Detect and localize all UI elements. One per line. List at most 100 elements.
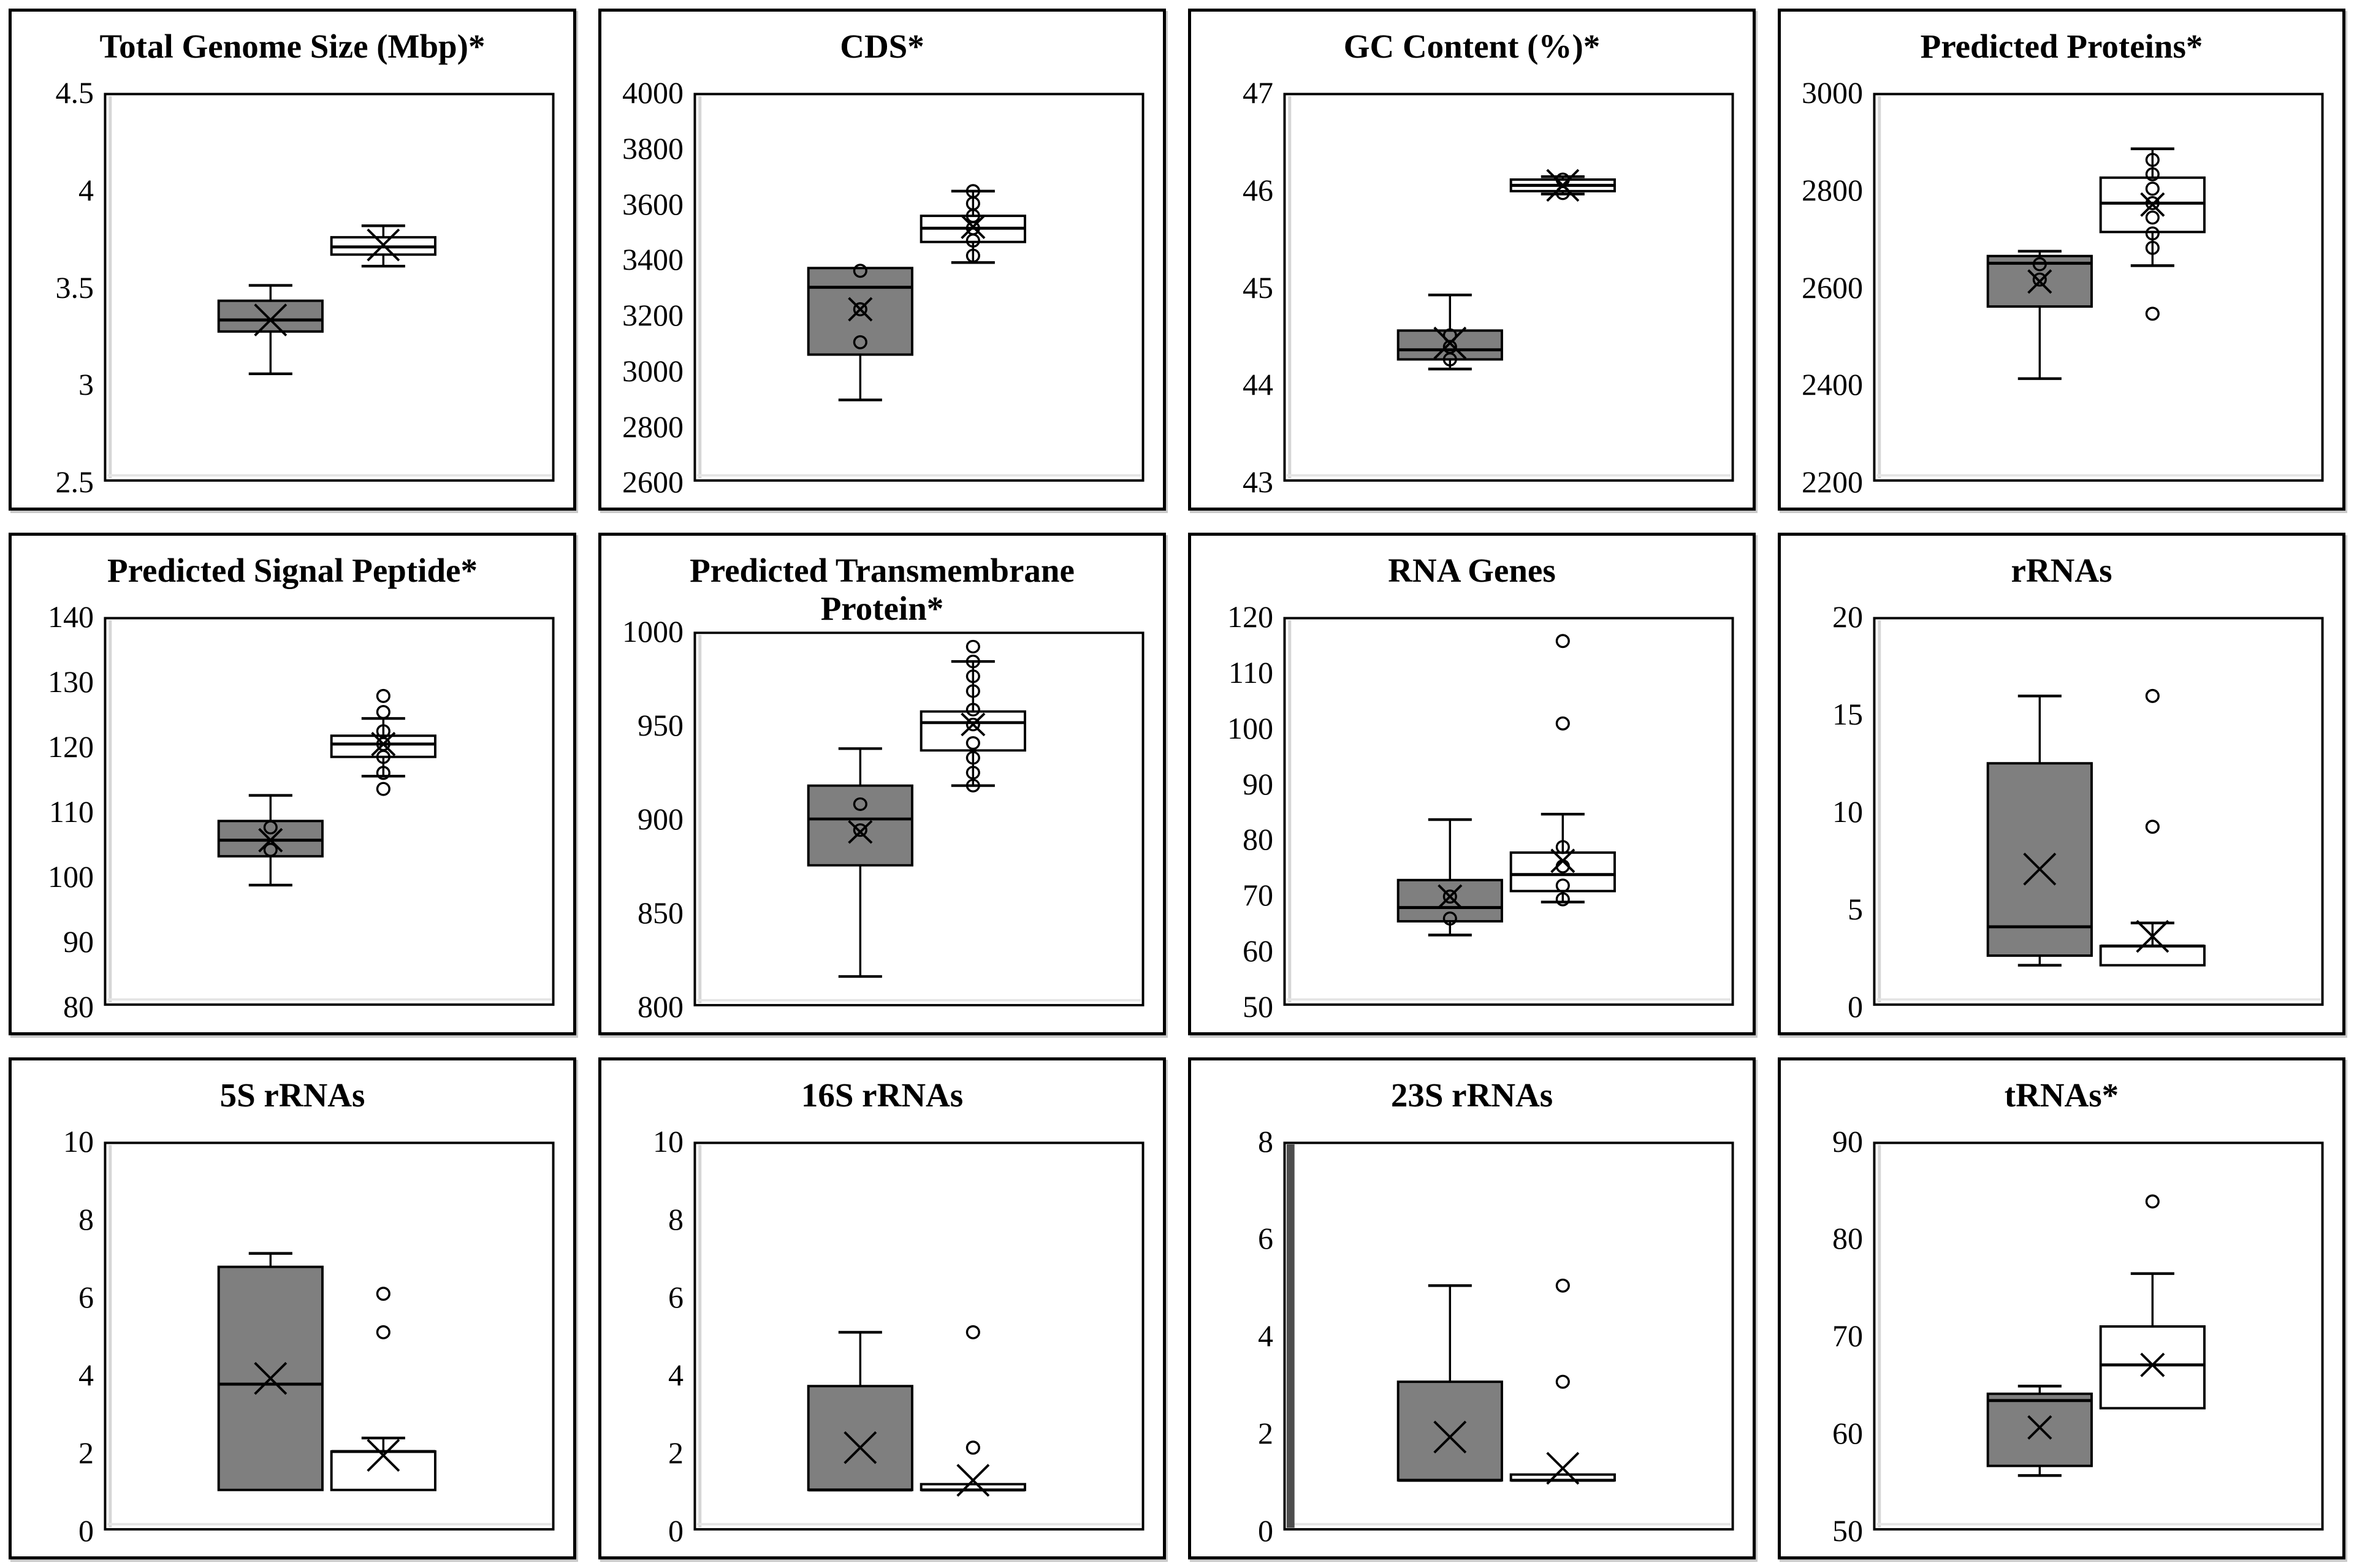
tick-label: 3800 xyxy=(622,131,684,166)
tick-label: 10 xyxy=(63,1124,94,1159)
tick-label: 2 xyxy=(78,1435,94,1470)
plot-area xyxy=(1283,617,1734,1007)
tick-label: 60 xyxy=(1243,933,1273,968)
chart-title: 23S rRNAs xyxy=(1390,1076,1553,1114)
tick-label: 110 xyxy=(48,794,94,829)
tick-label: 4 xyxy=(78,172,94,207)
tick-label: 130 xyxy=(48,664,94,699)
tick-label: 90 xyxy=(1832,1124,1863,1159)
tick-label: 0 xyxy=(1848,989,1863,1024)
tick-label: 3200 xyxy=(622,298,684,333)
tick-label: 100 xyxy=(1227,710,1273,745)
y-axis: 4000 3800 3600 3400 3200 3000 2800 2600 xyxy=(601,77,693,497)
y-axis: 1000 950 900 850 800 xyxy=(601,616,693,1022)
plot-area xyxy=(104,1141,555,1531)
panel-predicted-transmembrane-protein: Predicted Transmembrane Protein* 1000 950… xyxy=(598,533,1166,1035)
plot-row: 90 80 70 60 50 xyxy=(1781,1126,2342,1556)
tick-label: 2 xyxy=(1258,1416,1273,1451)
tick-label: 2400 xyxy=(1802,367,1863,402)
tick-label: 80 xyxy=(1243,822,1273,857)
tick-label: 4 xyxy=(1258,1319,1273,1353)
plot-row: 3000 2800 2600 2400 2200 xyxy=(1781,77,2342,508)
y-axis: 10 8 6 4 2 0 xyxy=(12,1126,104,1546)
tick-label: 3400 xyxy=(622,242,684,277)
plot-row: 1000 950 900 850 800 xyxy=(601,616,1163,1032)
chart-title: CDS* xyxy=(840,28,924,65)
y-axis: 47 46 45 44 43 xyxy=(1191,77,1283,497)
chart-title: GC Content (%)* xyxy=(1343,28,1601,65)
chart-title: 16S rRNAs xyxy=(801,1076,964,1114)
boxplot-canvas xyxy=(104,93,555,482)
tick-label: 3.5 xyxy=(55,270,94,305)
y-axis: 3000 2800 2600 2400 2200 xyxy=(1781,77,1873,497)
tick-label: 1000 xyxy=(622,614,684,649)
y-axis: 140 130 120 110 100 90 80 xyxy=(12,601,104,1021)
tick-label: 5 xyxy=(1848,891,1863,926)
tick-label: 10 xyxy=(1832,794,1863,829)
panel-cds: CDS* 4000 3800 3600 3400 3200 3000 2800 2600 xyxy=(598,9,1166,511)
tick-label: 50 xyxy=(1243,989,1273,1024)
chart-title: RNA Genes xyxy=(1388,552,1556,590)
tick-label: 4000 xyxy=(622,75,684,110)
chart-title: Predicted Proteins* xyxy=(1920,28,2203,65)
boxplot-canvas xyxy=(1873,1141,2324,1531)
panel-5s-rrnas: 5S rRNAs 10 8 6 4 2 0 xyxy=(9,1057,576,1559)
tick-label: 140 xyxy=(48,599,94,634)
y-axis: 4.5 4 3.5 3 2.5 xyxy=(12,77,104,497)
tick-label: 44 xyxy=(1243,367,1273,402)
plot-row: 20 15 10 5 0 xyxy=(1781,601,2342,1032)
chart-title: tRNAs* xyxy=(2004,1076,2119,1114)
plot-row: 10 8 6 4 2 0 xyxy=(12,1126,573,1556)
tick-label: 47 xyxy=(1243,75,1273,110)
boxplot-canvas xyxy=(1283,617,1734,1007)
boxplot-canvas xyxy=(1873,617,2324,1007)
y-axis: 20 15 10 5 0 xyxy=(1781,601,1873,1021)
tick-label: 2600 xyxy=(622,465,684,500)
tick-label: 120 xyxy=(1227,599,1273,634)
panel-16s-rrnas: 16S rRNAs 10 8 6 4 2 0 xyxy=(598,1057,1166,1559)
panel-gc-content: GC Content (%)* 47 46 45 44 43 xyxy=(1188,9,1756,511)
boxplot-canvas xyxy=(1873,93,2324,482)
tick-label: 90 xyxy=(63,924,94,959)
tick-label: 8 xyxy=(668,1201,684,1236)
tick-label: 120 xyxy=(48,729,94,764)
tick-label: 10 xyxy=(653,1124,684,1159)
boxplot-canvas xyxy=(1283,1141,1734,1531)
tick-label: 8 xyxy=(1258,1124,1273,1159)
boxplot-canvas xyxy=(693,631,1145,1007)
chart-title: Predicted Transmembrane Protein* xyxy=(690,552,1075,627)
plot-area xyxy=(693,93,1145,482)
plot-row: 120 110 100 90 80 70 60 50 xyxy=(1191,601,1753,1032)
tick-label: 70 xyxy=(1832,1319,1863,1353)
panel-rrnas: rRNAs 20 15 10 5 0 xyxy=(1778,533,2345,1035)
tick-label: 90 xyxy=(1243,766,1273,801)
y-axis: 10 8 6 4 2 0 xyxy=(601,1126,693,1546)
plot-row: 4.5 4 3.5 3 2.5 xyxy=(12,77,573,508)
tick-label: 110 xyxy=(1228,655,1273,690)
panel-predicted-proteins: Predicted Proteins* 3000 2800 2600 2400 2200 xyxy=(1778,9,2345,511)
tick-label: 3000 xyxy=(1802,75,1863,110)
boxplot-canvas xyxy=(693,93,1145,482)
panel-rna-genes: RNA Genes 120 110 100 90 80 70 60 50 xyxy=(1188,533,1756,1035)
panel-predicted-signal-peptide: Predicted Signal Peptide* 140 130 120 110 10… xyxy=(9,533,576,1035)
plot-area xyxy=(1283,1141,1734,1531)
tick-label: 900 xyxy=(638,801,684,836)
tick-label: 850 xyxy=(638,895,684,930)
tick-label: 0 xyxy=(668,1513,684,1548)
plot-area xyxy=(693,631,1145,1007)
tick-label: 0 xyxy=(78,1513,94,1548)
tick-label: 70 xyxy=(1243,878,1273,913)
tick-label: 4 xyxy=(668,1357,684,1392)
tick-label: 800 xyxy=(638,989,684,1024)
tick-label: 8 xyxy=(78,1201,94,1236)
tick-label: 3 xyxy=(78,367,94,402)
plot-row: 4000 3800 3600 3400 3200 3000 2800 2600 xyxy=(601,77,1163,508)
tick-label: 4 xyxy=(78,1357,94,1392)
panel-trnas: tRNAs* 90 80 70 60 50 xyxy=(1778,1057,2345,1559)
tick-label: 45 xyxy=(1243,270,1273,305)
tick-label: 2 xyxy=(668,1435,684,1470)
tick-label: 46 xyxy=(1243,172,1273,207)
chart-title: rRNAs xyxy=(2011,552,2112,590)
plot-row: 47 46 45 44 43 xyxy=(1191,77,1753,508)
